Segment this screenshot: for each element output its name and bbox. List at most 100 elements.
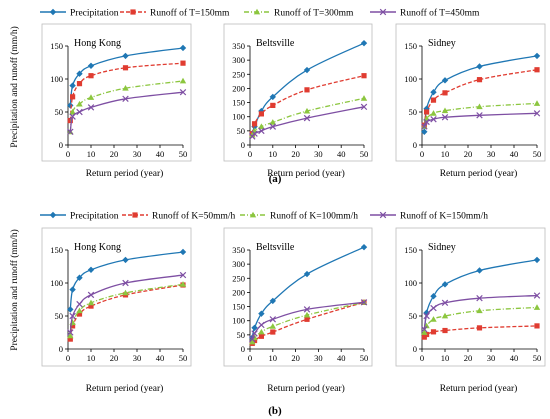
data-point [421, 329, 428, 335]
series-line [423, 306, 538, 333]
panel-b: Precipitation Runoff of K=50mm/h Runoff of… [9, 211, 546, 417]
legend-label: Runoff of K=100mm/h [270, 211, 358, 222]
x-tick-label: 10 [269, 149, 278, 159]
x-tick-label: 50 [533, 149, 542, 159]
y-tick-label: 0 [59, 344, 63, 354]
x-tick-label: 20 [464, 353, 473, 363]
data-point [258, 328, 265, 335]
data-point [421, 128, 428, 135]
data-point [87, 299, 95, 306]
data-point [442, 327, 448, 334]
data-point [87, 62, 95, 69]
data-point [249, 338, 256, 345]
data-point [76, 81, 83, 87]
x-tick-label: 10 [87, 149, 96, 159]
y-tick-label: 350 [232, 41, 245, 51]
data-point [430, 110, 437, 116]
x-tick-label: 40 [156, 149, 165, 159]
data-point [304, 87, 310, 93]
legend-label: Runoff of K=50mm/h [152, 211, 236, 222]
y-tick-label: 150 [232, 98, 245, 108]
data-point [476, 325, 483, 331]
y-tick-label: 0 [413, 344, 417, 354]
data-point [251, 130, 258, 137]
data-point [360, 39, 368, 47]
data-point [179, 248, 187, 256]
data-point [360, 243, 368, 251]
data-point [430, 116, 437, 123]
data-point [533, 100, 541, 106]
data-point [67, 306, 74, 313]
series-line [69, 80, 184, 132]
data-point [441, 312, 449, 319]
y-tick-label: 100 [232, 112, 245, 122]
data-point [67, 336, 73, 342]
x-tick-label: 0 [420, 353, 424, 363]
subplot-beltsville: 0 50 100 150 200 250 300 350 0 10 20 30 40 50 Beltsvil… [223, 23, 373, 179]
data-point [122, 65, 129, 71]
data-point [303, 306, 311, 313]
data-point [88, 73, 94, 79]
y-tick-label: 50 [55, 311, 64, 321]
data-point [179, 88, 187, 96]
data-point [269, 297, 276, 305]
series-3 [421, 110, 541, 130]
x-tick-label: 40 [510, 149, 519, 159]
data-point [70, 323, 76, 329]
x-tick-label: 50 [179, 353, 188, 363]
data-point [122, 52, 129, 60]
data-point [76, 300, 83, 308]
legend-label: Precipitation [70, 9, 119, 19]
data-point [476, 103, 483, 110]
subplot-title: Sidney [428, 242, 456, 253]
legend-marker [49, 211, 57, 219]
data-point [442, 90, 448, 96]
y-tick-label: 350 [232, 245, 245, 255]
data-point [251, 121, 258, 127]
data-point [533, 52, 541, 60]
x-tick-label: 10 [269, 353, 278, 363]
data-point [533, 292, 541, 299]
data-point [270, 102, 276, 108]
y-tick-label: 100 [50, 74, 63, 84]
x-axis-label: Return period (year) [267, 383, 345, 394]
subplot-title: Beltsville [256, 38, 295, 49]
y-axis-label-a: Precipitation and runoff (mm/h) [9, 26, 20, 147]
data-point [67, 329, 74, 336]
subplot-hong-kong: 0 50 100 150 0 10 20 30 40 50 Hong Kong Return peri… [41, 227, 192, 394]
y-tick-label: 0 [241, 140, 245, 150]
y-tick-label: 250 [232, 69, 245, 79]
y-tick-label: 150 [232, 302, 245, 312]
legend-marker [379, 8, 387, 16]
data-point [249, 335, 256, 343]
data-point [122, 256, 129, 264]
y-tick-label: 100 [404, 278, 417, 288]
data-point [87, 291, 95, 299]
data-point [258, 111, 264, 117]
x-tick-label: 40 [510, 353, 519, 363]
legend-item: Runoff of K=50mm/h [122, 211, 236, 222]
series-3 [421, 292, 541, 333]
y-tick-label: 50 [55, 107, 64, 117]
data-point [441, 77, 449, 84]
data-point [303, 66, 311, 74]
y-tick-label: 0 [59, 140, 63, 150]
x-tick-label: 30 [133, 353, 142, 363]
x-axis-label: Return period (year) [440, 168, 518, 179]
x-tick-label: 40 [156, 353, 165, 363]
data-point [423, 118, 430, 126]
y-tick-label: 100 [50, 278, 63, 288]
series-3 [249, 103, 368, 140]
legend-item: Runoff of K=150mm/h [370, 211, 488, 222]
legend-a: Precipitation Runoff of T=150mm Runoff of … [40, 8, 480, 19]
panel-label-b: (b) [268, 405, 282, 417]
data-point [423, 312, 430, 320]
data-point [76, 274, 83, 281]
subplot-frame [223, 227, 373, 367]
data-point [303, 270, 311, 278]
data-point [476, 307, 483, 314]
data-point [258, 310, 265, 317]
series-0 [67, 248, 187, 313]
data-point [304, 316, 310, 322]
